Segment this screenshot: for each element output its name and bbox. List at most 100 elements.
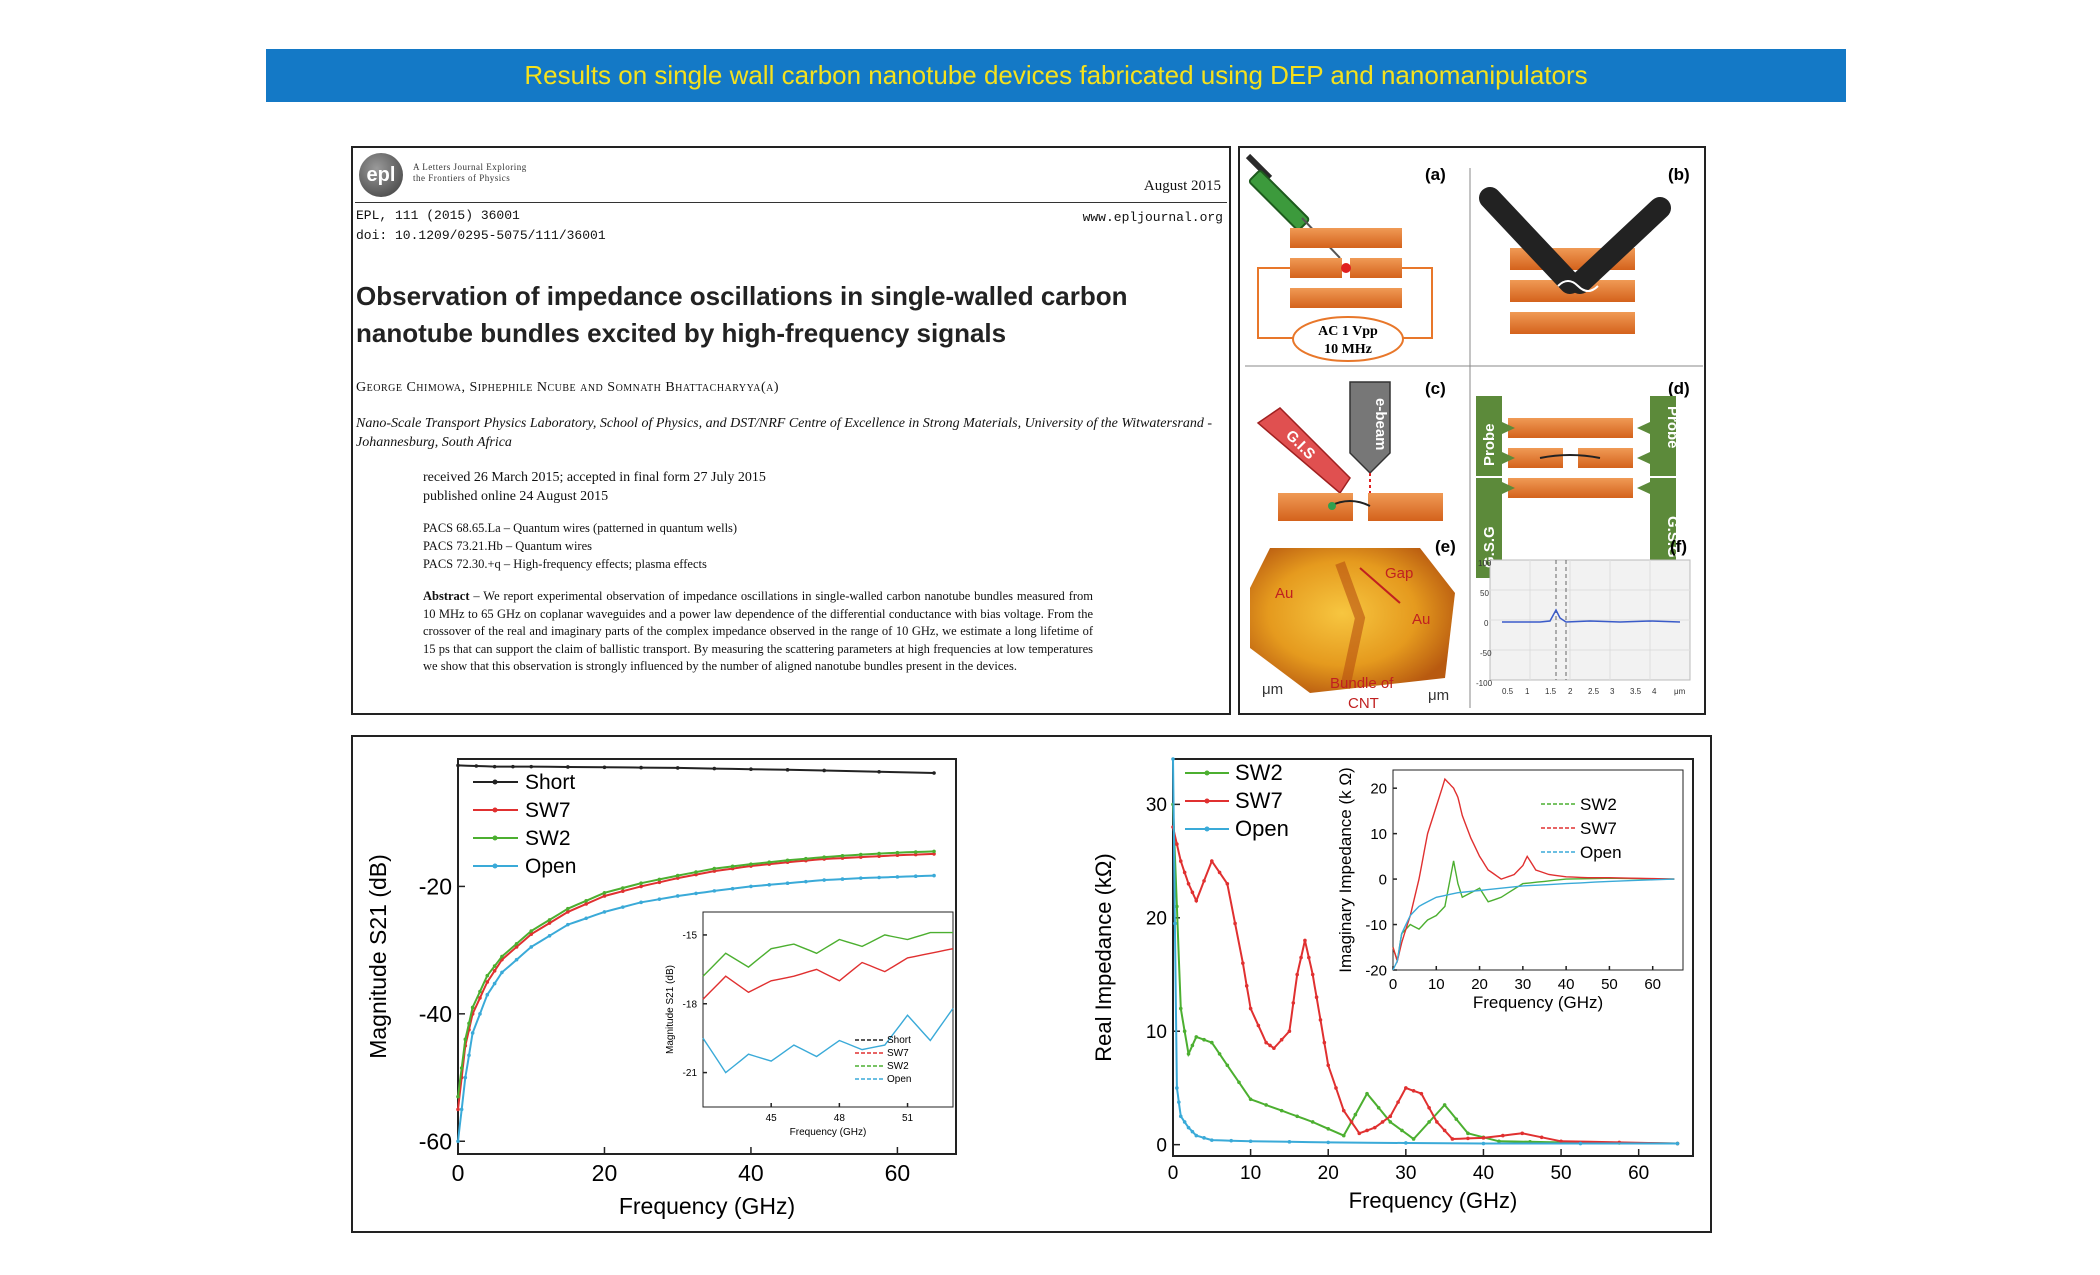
data-point: [1217, 1052, 1222, 1056]
data-point: [1322, 1040, 1327, 1045]
y-tick-label: -40: [419, 1001, 452, 1027]
nanotube: [1539, 454, 1601, 459]
data-point: [456, 1139, 460, 1144]
data-point: [1279, 1037, 1284, 1042]
data-point: [566, 906, 570, 911]
data-point: [620, 886, 625, 890]
chart-imag-impedance-inset: 0 10 20 30 40 50 60 20 10 0 -10 -20 Frequency (GHz) I…: [1336, 767, 1684, 1012]
data-point: [1578, 1141, 1583, 1146]
y-tick-label: -20: [1365, 962, 1387, 979]
data-point: [767, 883, 772, 887]
data-point: [694, 870, 698, 874]
data-point: [877, 851, 881, 856]
y-axis-label: Magnitude S21 (dB): [665, 965, 676, 1054]
data-point: [467, 1021, 471, 1026]
f-xtick: 3.5: [1630, 687, 1642, 696]
ac-wiring: [1257, 267, 1433, 339]
y-tick-label: -60: [419, 1128, 452, 1154]
data-point: [1178, 1006, 1183, 1011]
data-point: [459, 1107, 464, 1112]
data-point: [840, 854, 845, 858]
probe-left-top: [1476, 396, 1502, 476]
data-point: [456, 1107, 460, 1112]
legend-label: Open: [1580, 843, 1622, 862]
data-point: [1186, 1052, 1191, 1056]
afm-gap: Gap: [1385, 565, 1413, 582]
data-point: [547, 921, 552, 925]
data-point: [529, 929, 534, 933]
data-point: [492, 764, 497, 769]
label-d: (d): [1668, 379, 1690, 398]
x-tick-label: 0: [452, 1160, 465, 1186]
data-point: [1202, 879, 1206, 883]
data-point: [514, 945, 519, 949]
data-point: [822, 855, 826, 859]
fabrication-schematics: (a) AC 1 Vpp 10 MHz (b): [1238, 146, 1706, 715]
data-point: [529, 764, 534, 769]
x-axis-label: Frequency (GHz): [790, 1127, 867, 1138]
data-point: [492, 964, 497, 968]
legend-real: SW2 SW7 Open: [1185, 760, 1289, 841]
received-info: received 26 March 2015; accepted in fina…: [423, 468, 1123, 506]
x-axis-label: Frequency (GHz): [1349, 1188, 1518, 1213]
y-tick-label: 0: [1379, 871, 1387, 888]
data-point: [639, 884, 643, 889]
data-point: [858, 852, 863, 857]
pacs-item: PACS 72.30.+q – High-frequency effects; …: [423, 557, 707, 571]
data-point: [566, 765, 570, 769]
f-xtick: 3: [1610, 687, 1615, 696]
data-point: [1299, 955, 1303, 960]
gis-needle: [1256, 407, 1351, 495]
y-axis-label: Magnitude S21 (dB): [365, 854, 391, 1059]
data-point: [840, 877, 845, 881]
data-point: [730, 886, 735, 891]
data-point: [913, 852, 918, 857]
data-point: [1202, 1037, 1206, 1042]
x-tick-label: 45: [766, 1113, 778, 1124]
data-point: [1388, 1114, 1393, 1119]
data-point: [566, 922, 570, 927]
data-point: [1237, 1080, 1241, 1085]
abstract-label: Abstract: [423, 589, 470, 603]
data-point: [1264, 1103, 1268, 1107]
data-point: [1303, 938, 1307, 943]
data-point: [1341, 1133, 1346, 1138]
afm-unit-x: μm: [1262, 681, 1283, 698]
x-tick-label: 10: [1240, 1163, 1261, 1184]
series-line-sw7: [702, 948, 954, 1000]
data-point: [547, 918, 552, 922]
f-ytick: 0: [1484, 619, 1489, 628]
data-point: [804, 879, 808, 884]
y-axis-label: Imaginary Impedance (k Ω): [1336, 767, 1355, 972]
data-point: [602, 894, 607, 898]
electrode: [1368, 493, 1443, 521]
data-point: [1295, 1114, 1299, 1119]
data-point: [1341, 1108, 1346, 1113]
data-point: [463, 1075, 468, 1080]
data-point: [767, 860, 772, 865]
data-point: [657, 897, 662, 901]
data-point: [712, 889, 717, 893]
data-point: [932, 849, 936, 854]
data-point: [514, 957, 519, 962]
data-point: [1450, 1137, 1455, 1141]
x-axis-label: Frequency (GHz): [1473, 993, 1603, 1012]
journal-website: www.epljournal.org: [1082, 210, 1223, 225]
data-point: [1190, 890, 1195, 895]
data-point: [478, 989, 482, 994]
received-dates: received 26 March 2015; accepted in fina…: [423, 470, 766, 485]
data-point: [463, 1037, 468, 1042]
data-point: [602, 910, 607, 914]
ebeam-column: [1349, 381, 1391, 475]
data-point: [694, 872, 698, 877]
label-a: (a): [1425, 165, 1446, 184]
panel-c-ebeam: (c) G.I.S e-beam: [1256, 379, 1446, 521]
x-tick-label: 60: [1644, 976, 1661, 993]
data-point: [511, 764, 515, 769]
data-point: [1241, 961, 1245, 965]
data-point: [1442, 1103, 1447, 1107]
data-point: [785, 768, 790, 772]
data-point: [459, 1066, 464, 1070]
plot-frame: [702, 911, 954, 1108]
x-tick-label: 40: [1558, 976, 1575, 993]
